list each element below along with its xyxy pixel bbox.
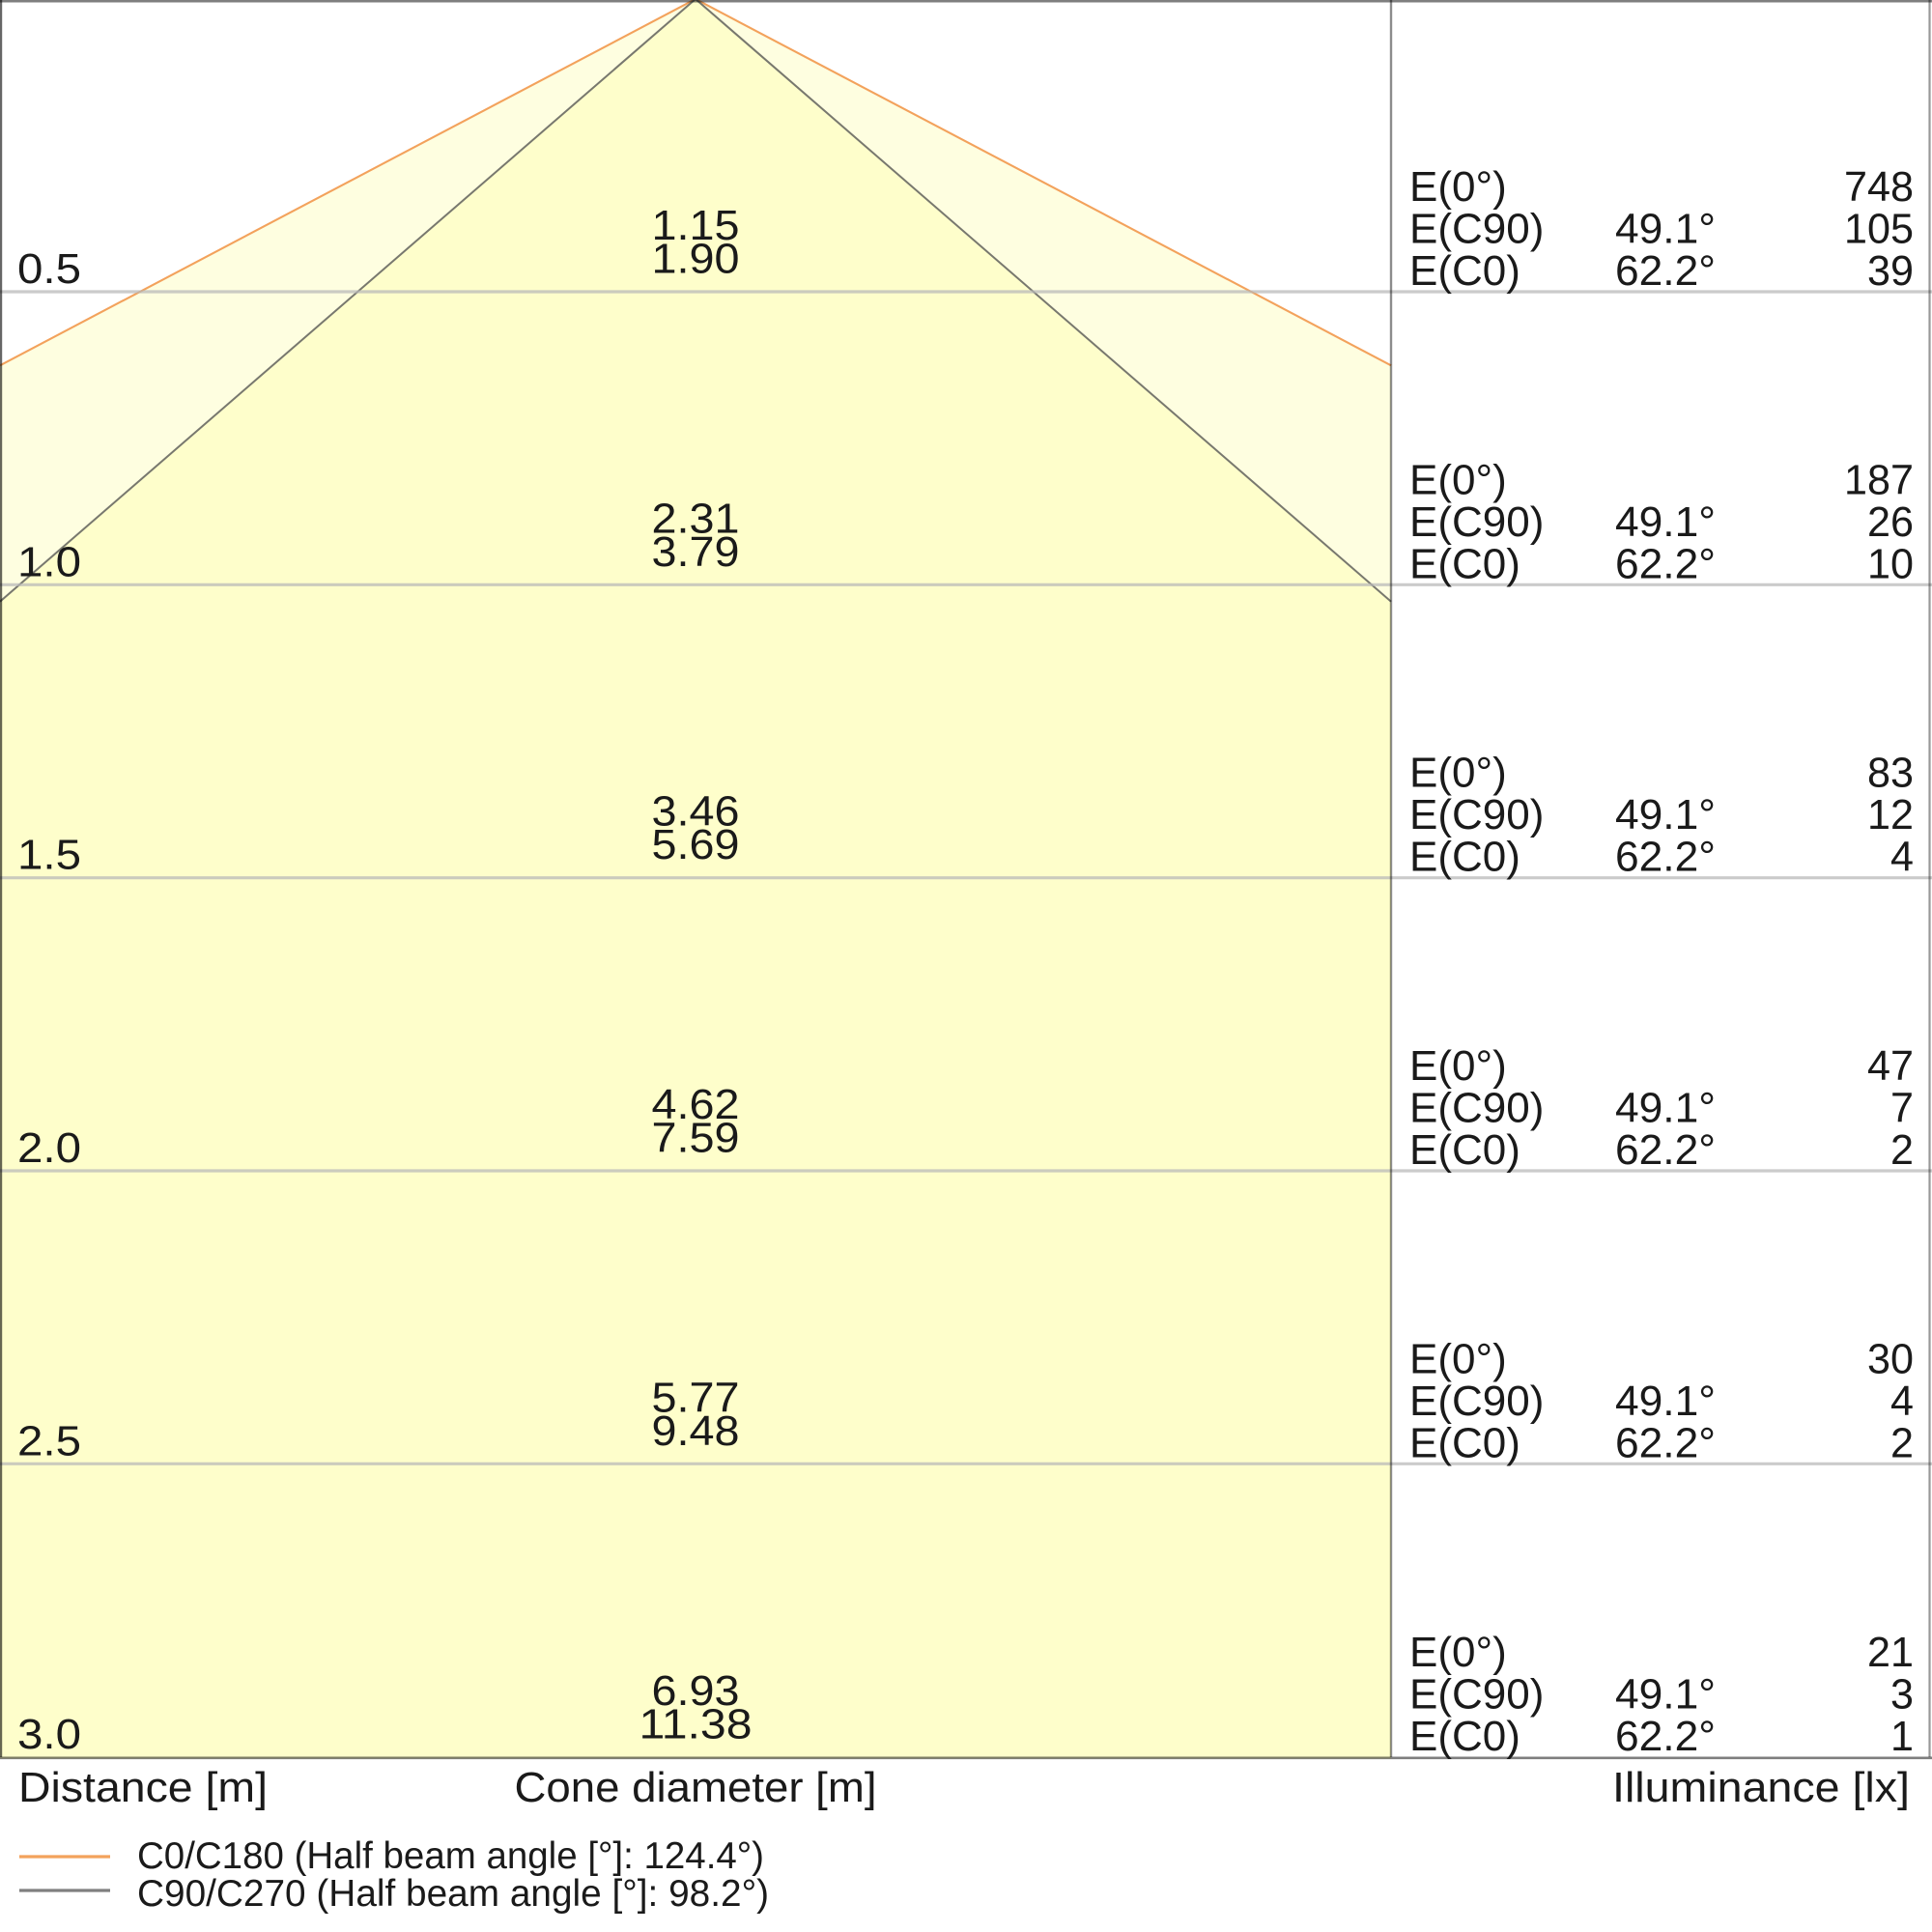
svg-text:E(C90): E(C90) [1409, 498, 1544, 546]
svg-text:3: 3 [1890, 1671, 1914, 1719]
svg-text:6.93: 6.93 [652, 1667, 740, 1715]
svg-text:49.1°: 49.1° [1615, 1671, 1716, 1719]
svg-text:1.5: 1.5 [17, 832, 81, 879]
svg-text:39: 39 [1867, 247, 1914, 295]
svg-text:21: 21 [1867, 1629, 1914, 1676]
svg-text:E(0°): E(0°) [1409, 750, 1507, 797]
svg-text:49.1°: 49.1° [1615, 498, 1716, 546]
svg-text:9.48: 9.48 [652, 1407, 740, 1455]
svg-text:E(0°): E(0°) [1409, 1335, 1507, 1382]
svg-text:5.69: 5.69 [652, 821, 740, 868]
svg-text:1.90: 1.90 [652, 236, 740, 283]
svg-text:0.5: 0.5 [17, 245, 81, 293]
svg-text:2: 2 [1890, 1419, 1914, 1466]
svg-text:E(C0): E(C0) [1409, 247, 1520, 295]
svg-text:30: 30 [1867, 1335, 1914, 1382]
svg-text:E(C0): E(C0) [1409, 1419, 1520, 1466]
svg-text:E(C90): E(C90) [1409, 1378, 1544, 1425]
svg-text:1: 1 [1890, 1713, 1914, 1760]
svg-text:2.31: 2.31 [652, 495, 740, 542]
svg-text:C0/C180 (Half beam angle [°]:: C0/C180 (Half beam angle [°]: 124.4°) [137, 1835, 764, 1877]
svg-text:62.2°: 62.2° [1615, 1419, 1716, 1466]
svg-text:105: 105 [1844, 206, 1914, 253]
svg-text:3.79: 3.79 [652, 528, 740, 576]
svg-text:2.5: 2.5 [17, 1417, 81, 1464]
svg-text:49.1°: 49.1° [1615, 1085, 1716, 1132]
svg-text:2.0: 2.0 [17, 1124, 81, 1172]
svg-text:E(C0): E(C0) [1409, 1126, 1520, 1174]
svg-text:E(C0): E(C0) [1409, 540, 1520, 587]
svg-text:E(0°): E(0°) [1409, 1042, 1507, 1090]
svg-text:5.77: 5.77 [652, 1374, 740, 1421]
svg-text:Illuminance [lx]: Illuminance [lx] [1612, 1764, 1910, 1811]
svg-text:E(C90): E(C90) [1409, 791, 1544, 838]
svg-text:2: 2 [1890, 1126, 1914, 1174]
svg-text:26: 26 [1867, 498, 1914, 546]
svg-text:49.1°: 49.1° [1615, 791, 1716, 838]
svg-text:187: 187 [1844, 456, 1914, 503]
svg-text:1.0: 1.0 [17, 538, 81, 585]
svg-text:62.2°: 62.2° [1615, 1713, 1716, 1760]
svg-text:E(C0): E(C0) [1409, 834, 1520, 881]
svg-text:7.59: 7.59 [652, 1115, 740, 1162]
svg-text:4: 4 [1890, 1378, 1914, 1425]
svg-text:748: 748 [1844, 163, 1914, 211]
svg-text:62.2°: 62.2° [1615, 834, 1716, 881]
svg-text:E(C90): E(C90) [1409, 1085, 1544, 1132]
svg-text:Distance [m]: Distance [m] [18, 1764, 268, 1811]
svg-text:C90/C270 (Half beam angle [°]:: C90/C270 (Half beam angle [°]: 98.2°) [137, 1873, 769, 1915]
svg-text:4: 4 [1890, 834, 1914, 881]
svg-text:E(C90): E(C90) [1409, 206, 1544, 253]
svg-text:3.0: 3.0 [17, 1711, 81, 1758]
svg-text:83: 83 [1867, 750, 1914, 797]
svg-text:E(0°): E(0°) [1409, 1629, 1507, 1676]
svg-text:E(0°): E(0°) [1409, 456, 1507, 503]
svg-text:3.46: 3.46 [652, 788, 740, 836]
svg-text:12: 12 [1867, 791, 1914, 838]
svg-text:E(C90): E(C90) [1409, 1671, 1544, 1719]
svg-text:62.2°: 62.2° [1615, 247, 1716, 295]
svg-text:E(0°): E(0°) [1409, 163, 1507, 211]
svg-text:47: 47 [1867, 1042, 1914, 1090]
svg-text:10: 10 [1867, 540, 1914, 587]
svg-text:49.1°: 49.1° [1615, 1378, 1716, 1425]
svg-text:E(C0): E(C0) [1409, 1713, 1520, 1760]
svg-text:7: 7 [1890, 1085, 1914, 1132]
svg-text:62.2°: 62.2° [1615, 1126, 1716, 1174]
svg-text:62.2°: 62.2° [1615, 540, 1716, 587]
svg-text:Cone diameter [m]: Cone diameter [m] [515, 1764, 877, 1811]
svg-text:11.38: 11.38 [639, 1701, 753, 1748]
svg-text:4.62: 4.62 [652, 1081, 740, 1128]
svg-text:1.15: 1.15 [652, 202, 740, 249]
svg-text:49.1°: 49.1° [1615, 206, 1716, 253]
